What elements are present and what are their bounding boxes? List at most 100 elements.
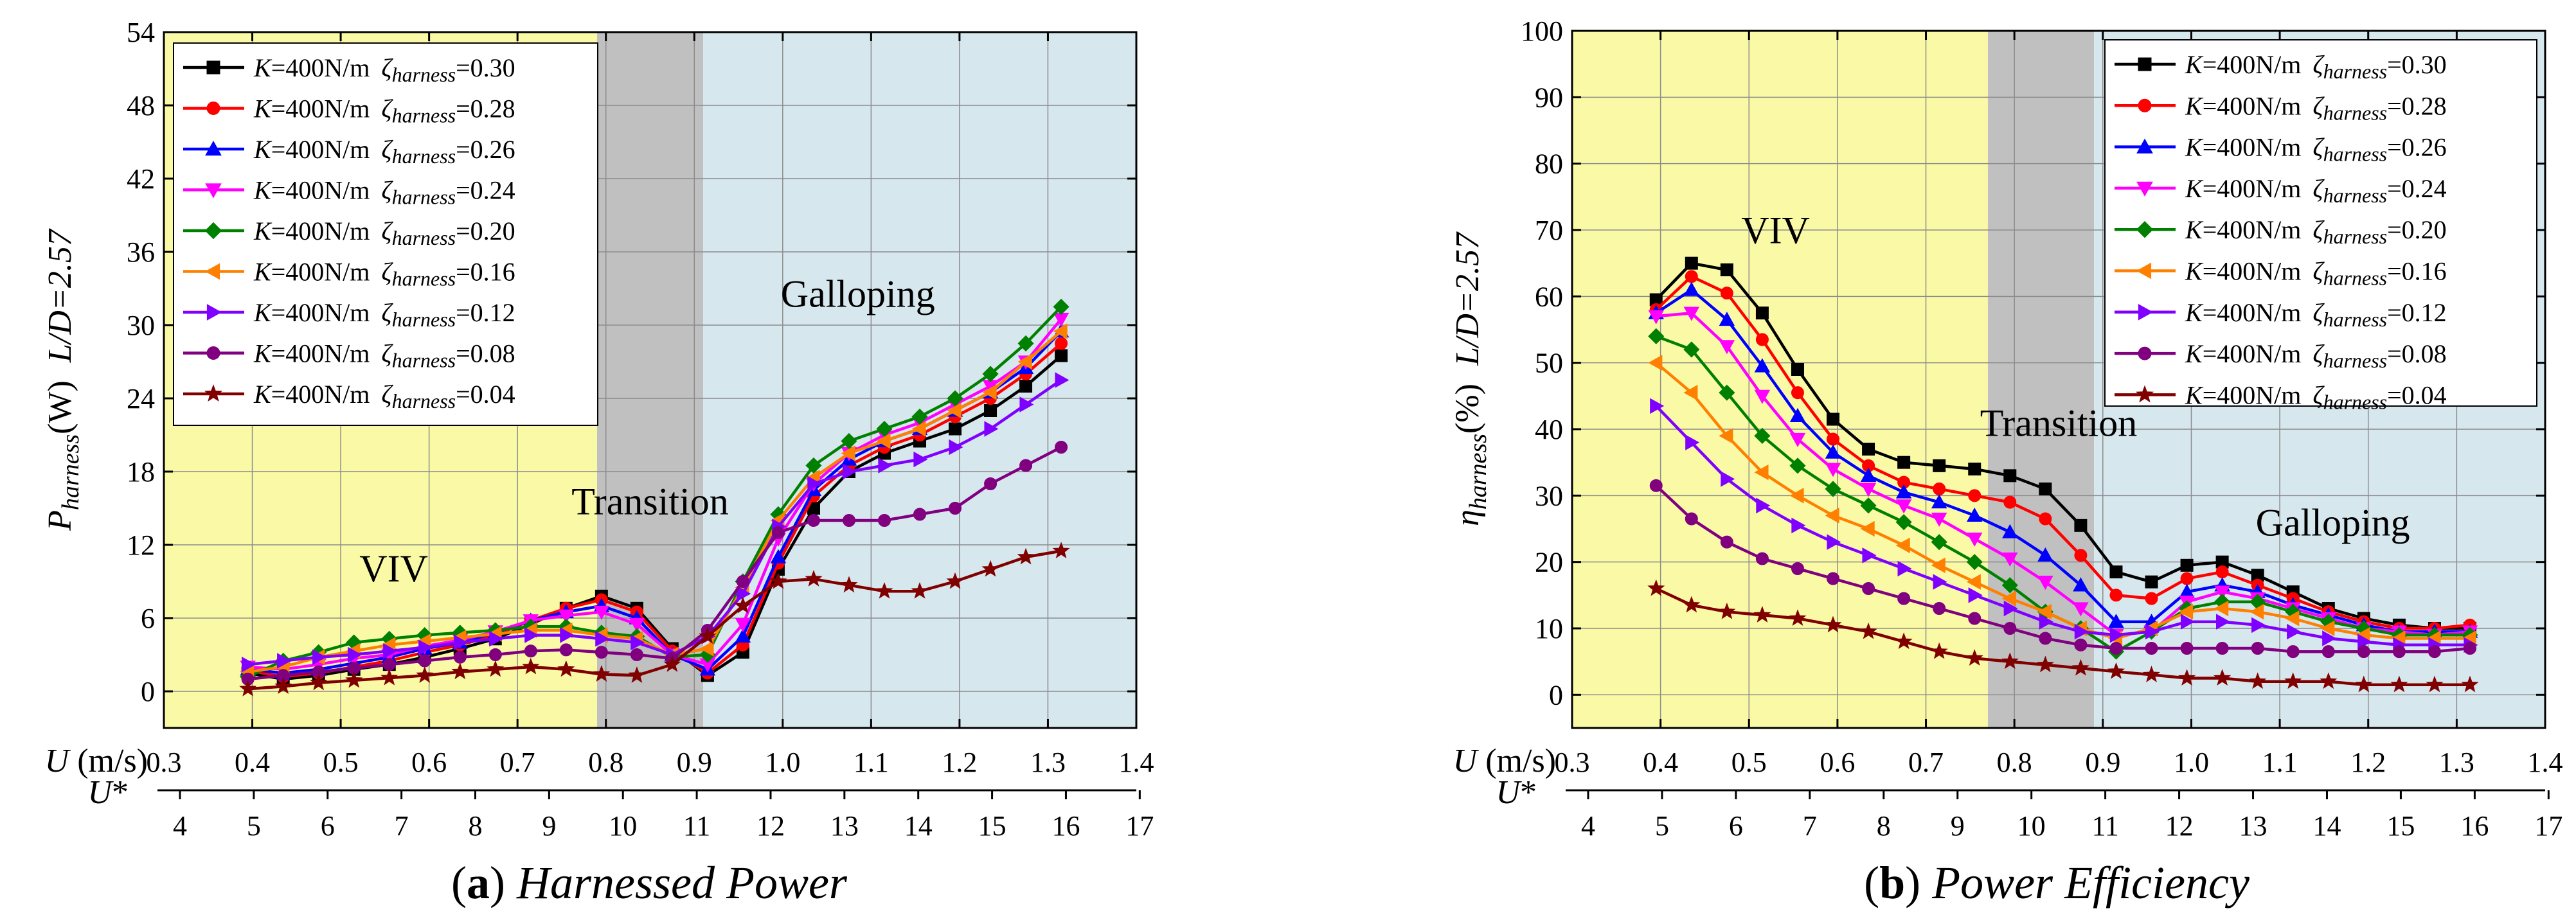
plot-frame bbox=[1571, 30, 2546, 729]
data-point bbox=[1860, 520, 1875, 537]
x2-tick-label: 15 bbox=[978, 810, 1006, 842]
data-point bbox=[2180, 614, 2196, 630]
data-point bbox=[1017, 353, 1032, 370]
data-point bbox=[1860, 497, 1877, 514]
data-point bbox=[1685, 256, 1698, 270]
data-point bbox=[1719, 312, 1735, 326]
legend-marker bbox=[206, 346, 220, 360]
data-point bbox=[1933, 483, 1946, 495]
data-point bbox=[2003, 600, 2018, 617]
data-point bbox=[2426, 675, 2444, 693]
y-tick-label: 30 bbox=[1535, 480, 1563, 511]
legend-marker bbox=[205, 183, 222, 199]
data-point bbox=[1719, 384, 1735, 401]
x-axis-label: U (m/s) bbox=[45, 743, 148, 779]
data-point bbox=[451, 662, 469, 680]
data-point bbox=[1966, 532, 1983, 547]
data-point bbox=[2074, 519, 2088, 532]
data-point bbox=[982, 366, 999, 382]
x-tick-label: 0.3 bbox=[147, 747, 182, 778]
y-axis-label: Pharness(W)L/D=2.57 bbox=[42, 228, 84, 531]
legend-item: K=400N/m ζharness=0.12 bbox=[183, 298, 515, 331]
y-tick-label: 30 bbox=[127, 310, 155, 341]
legend-marker bbox=[206, 304, 222, 321]
data-point bbox=[1650, 398, 1665, 414]
y-tick-label: 20 bbox=[1535, 547, 1563, 578]
data-point bbox=[1931, 534, 1947, 551]
data-point bbox=[1053, 298, 1069, 315]
legend-marker bbox=[205, 140, 222, 156]
legend-marker bbox=[206, 60, 220, 75]
legend-label: K=400N/m ζharness=0.08 bbox=[253, 339, 515, 372]
data-point bbox=[1721, 471, 1735, 487]
region-label: VIV bbox=[359, 547, 428, 590]
x-tick-label: 0.5 bbox=[323, 747, 359, 778]
data-point bbox=[1966, 554, 1983, 571]
data-point bbox=[1966, 574, 1981, 590]
data-point bbox=[2251, 642, 2264, 655]
data-point bbox=[593, 665, 611, 682]
legend-marker bbox=[2136, 138, 2153, 154]
data-point bbox=[2036, 655, 2054, 673]
panel-caption: (b) Power Efficiency bbox=[1864, 857, 2250, 909]
data-point bbox=[2108, 614, 2124, 628]
data-point bbox=[984, 421, 999, 437]
data-point bbox=[807, 475, 822, 492]
data-point bbox=[630, 648, 643, 661]
data-point bbox=[770, 549, 787, 563]
x2-tick-label: 4 bbox=[1581, 810, 1595, 842]
legend-item: K=400N/m ζharness=0.30 bbox=[2115, 50, 2447, 83]
x-tick-label: 0.9 bbox=[677, 747, 712, 778]
data-point bbox=[312, 649, 327, 666]
x2-tick-label: 8 bbox=[1877, 810, 1891, 842]
data-point bbox=[1824, 616, 1842, 633]
data-point bbox=[2214, 600, 2229, 617]
legend-label: K=400N/m ζharness=0.20 bbox=[2185, 215, 2447, 248]
data-point bbox=[1791, 386, 1804, 400]
legend-label: K=400N/m ζharness=0.04 bbox=[2185, 380, 2447, 413]
x2-axis-label: U* bbox=[1496, 774, 1537, 811]
data-point bbox=[949, 439, 963, 456]
data-point bbox=[2357, 645, 2370, 659]
data-point bbox=[1897, 456, 1911, 469]
data-point bbox=[1017, 547, 1035, 565]
data-point bbox=[560, 627, 575, 643]
data-point bbox=[522, 657, 540, 675]
data-point bbox=[735, 628, 751, 643]
series-zeta-0.04 bbox=[1647, 579, 2479, 693]
x2-tick-label: 13 bbox=[830, 810, 859, 842]
x2-tick-label: 8 bbox=[468, 810, 482, 842]
y-tick-label: 50 bbox=[1535, 348, 1563, 379]
legend-box bbox=[2104, 39, 2537, 407]
data-point bbox=[2286, 645, 2300, 659]
data-point bbox=[947, 390, 963, 407]
data-point bbox=[2180, 558, 2194, 572]
x-tick-label: 1.1 bbox=[854, 747, 889, 778]
data-point bbox=[840, 576, 858, 593]
region-viv bbox=[1572, 31, 1988, 728]
data-point bbox=[1825, 463, 1841, 477]
data-point bbox=[2285, 610, 2300, 626]
data-point bbox=[631, 634, 645, 651]
data-point bbox=[841, 445, 855, 461]
panel-a: VIVTransitionGalloping061218243036424854… bbox=[42, 17, 1154, 909]
data-point bbox=[2039, 614, 2053, 630]
legend-marker bbox=[204, 222, 222, 240]
data-point bbox=[2109, 565, 2123, 579]
data-point bbox=[1862, 582, 1875, 595]
data-point bbox=[911, 408, 928, 425]
data-point bbox=[242, 656, 256, 673]
x2-tick-label: 12 bbox=[2165, 810, 2194, 842]
data-point bbox=[735, 617, 751, 632]
x2-tick-label: 5 bbox=[1655, 810, 1669, 842]
data-point bbox=[1052, 542, 1070, 559]
legend-item: K=400N/m ζharness=0.28 bbox=[2115, 91, 2447, 124]
data-point bbox=[734, 596, 752, 614]
data-point bbox=[2284, 672, 2302, 689]
data-point bbox=[2428, 645, 2441, 659]
legend-item: K=400N/m ζharness=0.24 bbox=[183, 176, 515, 209]
x2-axis-label: U* bbox=[87, 774, 129, 811]
data-point bbox=[1825, 481, 1841, 497]
legend-label: K=400N/m ζharness=0.24 bbox=[253, 176, 515, 209]
data-point bbox=[2109, 642, 2123, 655]
